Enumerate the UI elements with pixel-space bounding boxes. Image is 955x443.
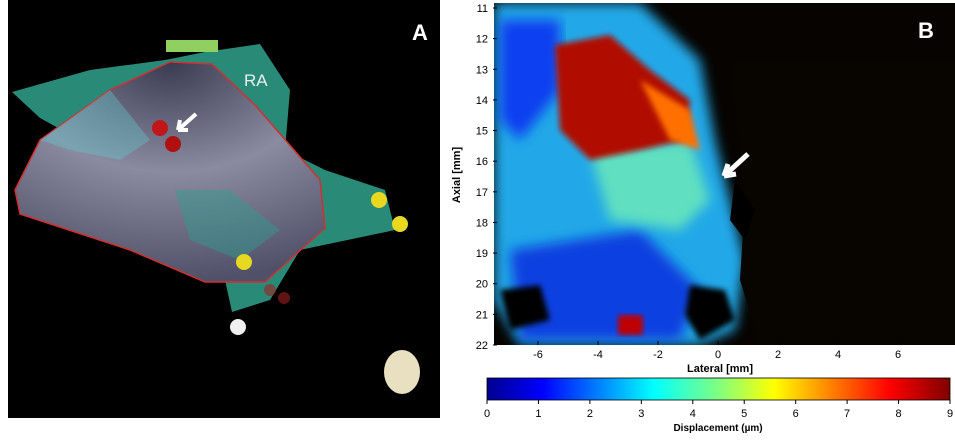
- y-tick-label: 12: [476, 34, 488, 46]
- y-tick-label: 21: [476, 309, 488, 321]
- colorbar-tick-label: 5: [741, 408, 747, 420]
- panel-a: RA A: [8, 0, 440, 418]
- panel-label: A: [412, 20, 428, 45]
- colorbar-tick-label: 6: [793, 408, 799, 420]
- orientation-icon: [384, 350, 420, 394]
- colorbar: [487, 378, 950, 400]
- colorbar-tick-label: 2: [587, 408, 593, 420]
- y-tick-label: 11: [477, 3, 488, 15]
- x-axis-label: Lateral [mm]: [687, 363, 753, 375]
- y-tick-label: 19: [476, 248, 488, 260]
- y-axis-label: Axial [mm]: [451, 147, 463, 204]
- y-tick-label: 14: [476, 95, 488, 107]
- colorbar-tick-label: 9: [947, 408, 953, 420]
- y-tick-label: 22: [476, 340, 488, 352]
- colorbar-tick-label: 1: [535, 408, 541, 420]
- x-tick-label: -6: [533, 349, 543, 361]
- y-tick-label: 18: [476, 217, 488, 229]
- x-tick-label: 0: [715, 349, 721, 361]
- colorbar-tick-label: 4: [690, 408, 696, 420]
- x-tick-label: -2: [653, 349, 663, 361]
- annotation: RA: [244, 71, 268, 90]
- x-tick-label: 6: [895, 349, 901, 361]
- marker: [371, 192, 387, 208]
- marker: [278, 292, 290, 304]
- catheter-icon: [166, 40, 218, 52]
- x-tick-label: -4: [593, 349, 603, 361]
- colorbar-label: Displacement (µm): [673, 423, 762, 434]
- y-tick-label: 17: [476, 187, 488, 199]
- x-tick-label: 2: [775, 349, 781, 361]
- marker: [165, 136, 181, 152]
- marker: [236, 254, 252, 270]
- colorbar-tick-label: 8: [895, 408, 901, 420]
- y-tick-label: 16: [476, 156, 488, 168]
- colorbar-tick-label: 3: [638, 408, 644, 420]
- marker: [230, 319, 246, 335]
- y-tick-label: 20: [476, 279, 488, 291]
- figure: RA A B Lateral [mm] Axial [mm] Displacem…: [0, 0, 955, 438]
- panel-b: B Lateral [mm] Axial [mm] Displacement (…: [451, 3, 955, 434]
- colorbar-tick-label: 0: [484, 408, 490, 420]
- panel-label: B: [918, 18, 934, 43]
- y-tick-label: 15: [476, 126, 488, 138]
- marker: [264, 284, 276, 296]
- colorbar-tick-label: 7: [844, 408, 850, 420]
- y-tick-label: 13: [476, 64, 488, 76]
- x-tick-label: 4: [835, 349, 841, 361]
- marker: [392, 216, 408, 232]
- marker: [152, 120, 168, 136]
